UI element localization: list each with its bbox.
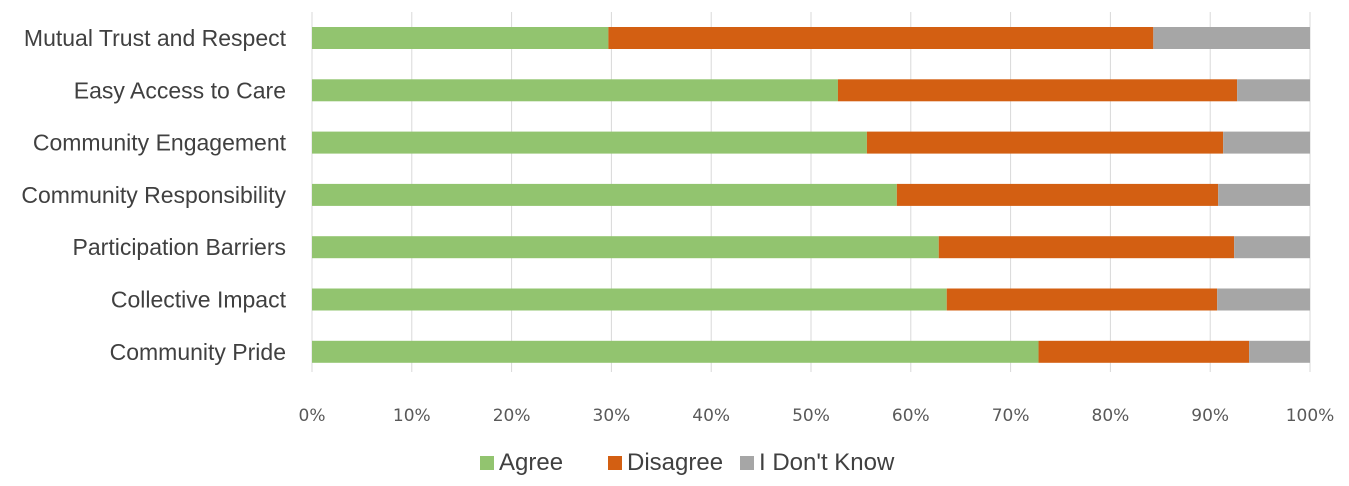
bar-segment — [896, 183, 1219, 206]
bar-segment — [608, 27, 1154, 49]
bar-segment — [866, 131, 1224, 154]
bar-segment — [1038, 340, 1250, 363]
legend: Agree Disagree I Don't Know — [480, 449, 895, 476]
bar-segment — [1153, 27, 1310, 49]
x-tick-label: 90% — [1191, 406, 1229, 426]
legend-swatch — [740, 456, 754, 470]
category-label: Collective Impact — [111, 287, 287, 313]
bar-segment — [946, 288, 1218, 311]
legend-label: Agree — [499, 449, 563, 476]
category-label: Community Pride — [110, 339, 286, 365]
bar-segment — [312, 340, 1039, 363]
bar-segment — [312, 236, 939, 259]
x-tick-label: 100% — [1286, 406, 1335, 426]
bar-segment — [837, 79, 1238, 102]
x-tick-label: 10% — [393, 406, 431, 426]
bar-segment — [1249, 340, 1310, 363]
legend-swatch — [480, 456, 494, 470]
x-tick-label: 0% — [299, 406, 326, 426]
bar-segment — [1218, 183, 1310, 206]
bar-segment — [1217, 288, 1310, 311]
x-tick-label: 40% — [692, 406, 730, 426]
category-label: Easy Access to Care — [74, 77, 286, 103]
bar-segment — [312, 288, 947, 311]
bar-segment — [1234, 236, 1310, 259]
bar-segment — [312, 79, 838, 102]
x-tick-label: 60% — [892, 406, 930, 426]
x-tick-label: 20% — [493, 406, 531, 426]
bar-segment — [312, 131, 867, 154]
bars — [312, 27, 1310, 363]
x-tick-labels: 0% 10% 20% 30% 40% 50% 60% 70% 80% 90% 100% — [299, 406, 1335, 426]
category-label: Participation Barriers — [73, 234, 286, 260]
x-tick-label: 80% — [1092, 406, 1130, 426]
bar-segment — [312, 183, 897, 206]
bar-segment — [1223, 131, 1310, 154]
legend-label: Disagree — [627, 449, 723, 476]
bar-segment — [938, 236, 1235, 259]
category-label: Mutual Trust and Respect — [24, 25, 287, 51]
bar-segment — [1237, 79, 1310, 102]
x-tick-label: 30% — [593, 406, 631, 426]
bar-segment — [312, 27, 609, 49]
x-tick-label: 70% — [992, 406, 1030, 426]
legend-label: I Don't Know — [759, 449, 895, 476]
category-labels: Mutual Trust and Respect Easy Access to C… — [21, 25, 286, 365]
x-tick-label: 50% — [792, 406, 830, 426]
legend-swatch — [608, 456, 622, 470]
category-label: Community Responsibility — [21, 182, 286, 208]
category-label: Community Engagement — [33, 130, 287, 156]
